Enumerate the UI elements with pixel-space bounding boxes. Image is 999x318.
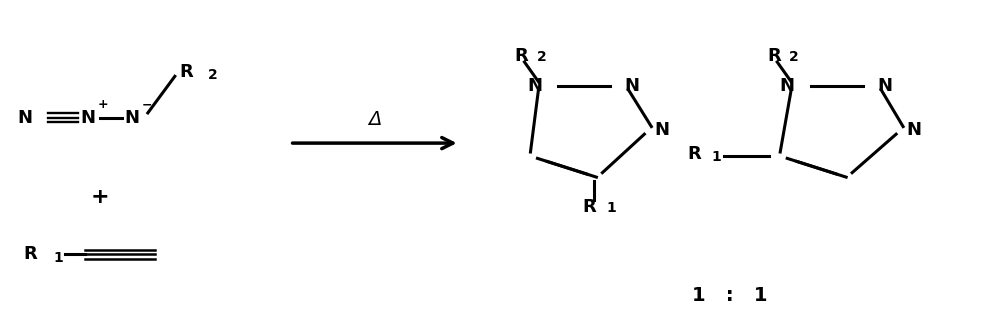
Text: +: +	[98, 99, 108, 111]
Text: N: N	[779, 77, 795, 95]
Text: N: N	[654, 121, 670, 139]
Text: −: −	[142, 99, 152, 111]
Text: 1: 1	[53, 251, 63, 265]
Text: R: R	[180, 63, 194, 80]
Text: R: R	[767, 47, 781, 65]
Text: R: R	[582, 198, 596, 216]
Text: R: R	[23, 245, 37, 263]
Text: N: N	[526, 77, 542, 95]
Text: N: N	[624, 77, 640, 95]
Text: N: N	[80, 109, 96, 127]
Text: 1: 1	[711, 150, 721, 164]
Text: R: R	[514, 47, 528, 65]
Text: N: N	[17, 109, 33, 127]
Text: R: R	[687, 145, 701, 163]
Text: 2: 2	[536, 50, 546, 64]
Text: 2: 2	[208, 68, 218, 82]
Text: N: N	[877, 77, 893, 95]
Text: +: +	[91, 187, 109, 207]
Text: 2: 2	[789, 50, 799, 64]
Text: N: N	[124, 109, 140, 127]
Text: 1   :   1: 1 : 1	[691, 286, 767, 305]
Text: Δ: Δ	[368, 110, 382, 129]
Text: N: N	[906, 121, 922, 139]
Text: 1: 1	[606, 201, 616, 215]
